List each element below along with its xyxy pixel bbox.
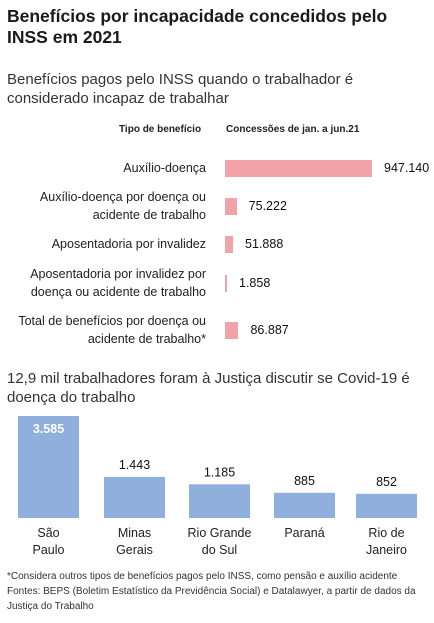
bar [189, 484, 250, 518]
data-label: 1.858 [239, 275, 271, 290]
bar [225, 159, 372, 177]
hbar-chart-subtitle: Benefícios pagos pelo INSS quando o trab… [7, 71, 354, 107]
category-label: Total de benefícios por doença ou aciden… [18, 314, 206, 346]
data-label: 885 [294, 474, 315, 488]
category-label: Gerais [116, 543, 153, 557]
category-label: Paulo [33, 543, 65, 557]
bar [18, 416, 79, 518]
bar [274, 492, 335, 518]
data-label: 1.185 [204, 465, 235, 479]
category-label: do Sul [202, 543, 237, 557]
bar [225, 321, 239, 339]
category-label: Minas [118, 526, 151, 540]
data-label: 86.887 [250, 322, 289, 337]
vbar-chart: 3.585 São Paulo 1.443 Minas Gerais 1.185 Rio Gr… [18, 416, 417, 557]
data-label: 75.222 [248, 198, 287, 213]
data-label: 51.888 [245, 236, 284, 251]
category-label: Aposentadoria por invalidez por doença o… [30, 267, 206, 299]
category-label: Auxílio-doença por doença ou acidente de… [39, 190, 206, 222]
bar [104, 476, 165, 518]
footnote: *Considera outros tipos de benefícios pa… [7, 569, 431, 614]
footnote-note: *Considera outros tipos de benefícios pa… [7, 571, 398, 582]
data-label: 852 [376, 475, 397, 489]
category-label: Aposentadoria por invalidez [51, 237, 206, 251]
data-label: 1.443 [119, 458, 150, 472]
bar [225, 274, 227, 292]
footnote-sources: Fontes: BEPS (Boletim Estatístico da Pre… [7, 586, 416, 612]
category-column-header: Tipo de benefício [119, 124, 202, 135]
value-column-header: Concessões de jan. a jun.21 [226, 124, 360, 135]
bar [225, 235, 234, 253]
category-label: Auxílio-doença [123, 161, 206, 175]
bar [225, 197, 237, 215]
data-label: 947.140 [384, 160, 430, 175]
bar [356, 493, 417, 518]
category-label: São [37, 526, 59, 540]
page-title: Benefícios por incapacidade concedidos p… [7, 6, 388, 47]
category-label: Rio Grande [188, 526, 252, 540]
category-label: Paraná [284, 526, 324, 540]
category-label: Janeiro [366, 543, 407, 557]
category-label: Rio de [368, 526, 404, 540]
data-label: 3.585 [33, 422, 64, 436]
vbar-chart-subtitle: 12,9 mil trabalhadores foram à Justiça d… [7, 370, 410, 406]
